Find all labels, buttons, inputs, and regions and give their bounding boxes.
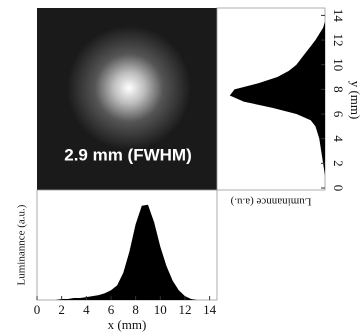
beam-spot — [67, 26, 191, 150]
x-axis-label: Luminannce (a.u.) — [230, 195, 311, 207]
x-tick-label: 0 — [34, 302, 41, 317]
y-tick-label: 4 — [331, 135, 346, 142]
profile-area — [229, 15, 325, 188]
x-tick-label: 12 — [178, 302, 191, 317]
y-tick-label: 2 — [331, 160, 346, 167]
x-tick-label: 2 — [58, 302, 65, 317]
x-axis-label: x (mm) — [108, 317, 147, 332]
y-tick-label: 0 — [331, 185, 346, 192]
x-tick-label: 6 — [108, 302, 115, 317]
y-tick-label: 8 — [331, 86, 346, 93]
annotation: 2.9 mm (FWHM) — [64, 145, 192, 164]
y-tick-label: 6 — [331, 111, 346, 118]
x-tick-label: 14 — [203, 302, 217, 317]
y-tick-label: 10 — [331, 58, 346, 71]
y-tick-label: 14 — [331, 9, 346, 23]
x-tick-label: 10 — [154, 302, 167, 317]
x-tick-label: 8 — [132, 302, 139, 317]
y-axis-label: y (mm) — [348, 81, 363, 120]
y-tick-label: 12 — [331, 34, 346, 47]
x-tick-label: 4 — [83, 302, 90, 317]
profile-area — [37, 204, 210, 300]
y-axis-label: Luminannce (a.u.) — [16, 204, 28, 285]
